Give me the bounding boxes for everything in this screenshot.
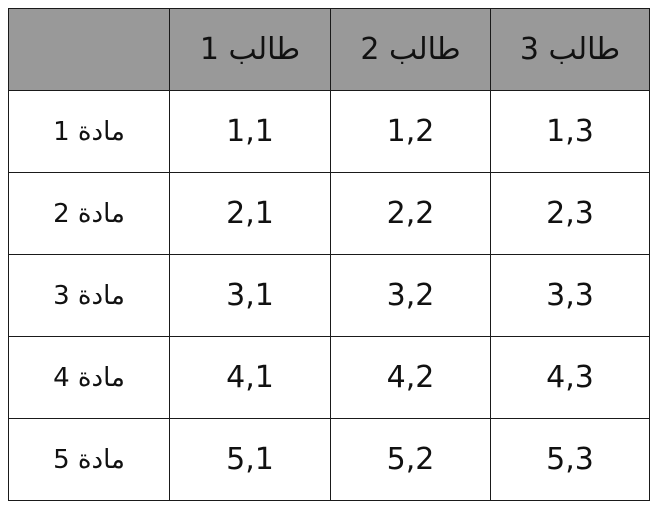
table-row: مادة 4 4,1 4,2 4,3 <box>8 336 650 419</box>
table-cell: 1,2 <box>330 90 491 173</box>
table-cell: 1,1 <box>169 90 331 173</box>
table-cell: 4,1 <box>169 336 331 419</box>
table-row: مادة 5 5,1 5,2 5,3 <box>8 418 650 501</box>
table-cell: 2,3 <box>490 172 650 255</box>
row-label-subject-5: مادة 5 <box>8 418 170 501</box>
row-label-subject-3: مادة 3 <box>8 254 170 337</box>
column-header-student-3: طالب 3 <box>490 8 650 91</box>
row-label-subject-4: مادة 4 <box>8 336 170 419</box>
row-label-subject-1: مادة 1 <box>8 90 170 173</box>
header-row: طالب 1 طالب 2 طالب 3 <box>8 8 650 91</box>
table-cell: 5,3 <box>490 418 650 501</box>
table-row: مادة 1 1,1 1,2 1,3 <box>8 90 650 173</box>
table-cell: 2,2 <box>330 172 491 255</box>
column-header-student-2: طالب 2 <box>330 8 491 91</box>
table-cell: 3,3 <box>490 254 650 337</box>
table-cell: 3,2 <box>330 254 491 337</box>
table-cell: 5,2 <box>330 418 491 501</box>
table-cell: 3,1 <box>169 254 331 337</box>
table-row: مادة 2 2,1 2,2 2,3 <box>8 172 650 255</box>
row-label-subject-2: مادة 2 <box>8 172 170 255</box>
table-cell: 2,1 <box>169 172 331 255</box>
table-cell: 1,3 <box>490 90 650 173</box>
table-cell: 4,2 <box>330 336 491 419</box>
table-row: مادة 3 3,1 3,2 3,3 <box>8 254 650 337</box>
corner-cell <box>8 8 170 91</box>
column-header-student-1: طالب 1 <box>169 8 331 91</box>
student-subject-table: طالب 1 طالب 2 طالب 3 مادة 1 1,1 1,2 1,3 … <box>8 8 650 501</box>
table-cell: 4,3 <box>490 336 650 419</box>
table-cell: 5,1 <box>169 418 331 501</box>
